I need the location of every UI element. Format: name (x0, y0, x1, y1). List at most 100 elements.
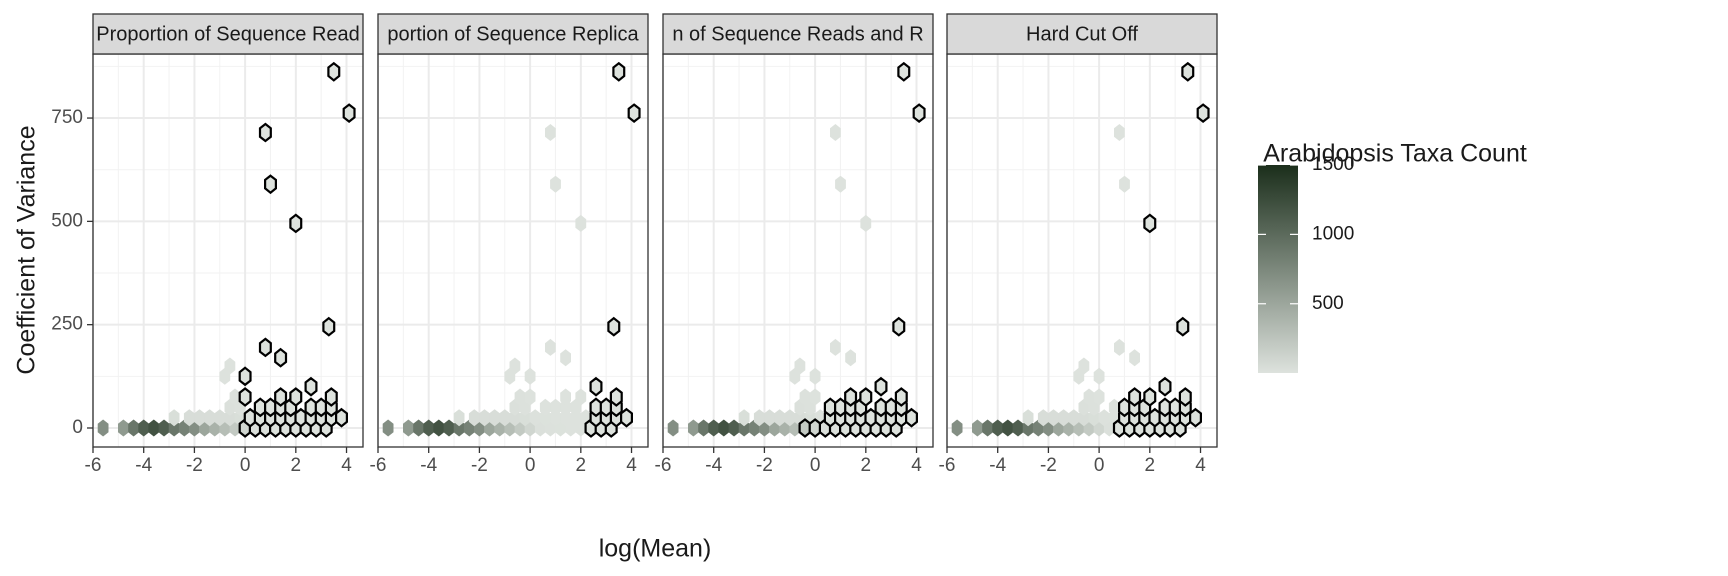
hex-bin (982, 419, 993, 437)
hex-bin (1181, 61, 1195, 82)
hex-bin (575, 214, 587, 232)
hex-bin (1078, 357, 1090, 375)
strip (377, 13, 649, 55)
strip (662, 13, 934, 55)
hex-bin (609, 387, 623, 407)
hex-bin (830, 124, 841, 141)
hex-bin (499, 409, 511, 427)
x-tick-label: -2 (756, 455, 773, 476)
hex-bin (214, 409, 226, 427)
facet-panel: portion of Sequence Replica -6 -4 -2 0 2 4 (370, 13, 649, 476)
hex-bin (830, 338, 841, 356)
hex-bin (514, 388, 526, 406)
hex-bin (168, 409, 180, 427)
hex-bin (612, 61, 626, 82)
y-tick-label: 250 (51, 314, 83, 335)
hex-bin (342, 103, 356, 124)
hex-bin (1143, 387, 1157, 407)
hex-bin (1048, 409, 1059, 427)
strip-title: n of Sequence Reads and R (672, 23, 923, 45)
hex-bin (753, 409, 765, 427)
hex-bin (1108, 398, 1120, 416)
hex-bin (1114, 338, 1125, 356)
hex-bin (550, 175, 561, 193)
y-axis-title: Coefficient of Variance (13, 125, 41, 374)
hex-layer (951, 61, 1210, 438)
hex-bin (238, 387, 252, 407)
hex-bin (539, 398, 551, 416)
x-tick-label: 2 (576, 455, 587, 476)
hex-bin (951, 419, 963, 437)
hex-bin (97, 419, 109, 437)
hex-bin (560, 388, 571, 406)
hex-bin (529, 409, 541, 427)
hex-bin (874, 376, 888, 397)
hex-bin (1058, 409, 1069, 427)
hex-bin (289, 387, 303, 407)
hex-bin (897, 61, 911, 82)
hex-bin (453, 409, 465, 427)
hex-bin (1002, 419, 1014, 437)
facet-panel: Proportion of Sequence Read -6 -4 -2 0 2 4 0 250… (51, 13, 364, 476)
facet-panel: n of Sequence Reads and R -6 -4 -2 0 2 4 (655, 13, 934, 476)
hex-bin (258, 122, 272, 143)
hex-bin (1083, 388, 1095, 406)
hex-bin (764, 409, 775, 427)
hex-bin (118, 419, 129, 437)
x-tick-label: 0 (1094, 455, 1105, 476)
x-tick-label: 0 (525, 455, 536, 476)
panel-background (663, 54, 933, 447)
hex-bin (844, 387, 858, 407)
hex-bin (560, 349, 571, 367)
hex-bin (423, 419, 435, 437)
hex-bin (264, 174, 277, 195)
hex-bin (204, 409, 215, 427)
hex-bin (1119, 175, 1130, 193)
hex-bin (1068, 409, 1080, 427)
hex-bin (1129, 349, 1140, 367)
x-tick-label: -6 (370, 455, 387, 476)
hex-bin (688, 419, 699, 437)
hex-layer (667, 61, 926, 438)
y-tick-label: 750 (51, 107, 83, 128)
hex-bin (403, 419, 414, 437)
hex-bin (489, 409, 500, 427)
hex-layer (382, 61, 641, 438)
hex-bin (667, 419, 679, 437)
hex-bin (892, 316, 906, 337)
strip-title: portion of Sequence Replica (387, 23, 639, 45)
hex-bin (550, 398, 561, 416)
hex-bin (322, 316, 336, 337)
hex-bin (1037, 409, 1049, 427)
hex-bin (809, 367, 821, 385)
hex-bin (274, 347, 288, 368)
hex-bin (738, 409, 750, 427)
x-tick-label: -4 (135, 455, 152, 476)
hex-bin (607, 316, 621, 337)
colorbar (1258, 165, 1298, 373)
hex-bin (972, 419, 983, 437)
hex-bin (479, 409, 490, 427)
hex-bin (708, 419, 720, 437)
hex-bin (845, 349, 856, 367)
hex-bin (468, 409, 480, 427)
colorbar-label: 500 (1312, 293, 1344, 314)
hex-bin (589, 376, 603, 397)
hex-bin (809, 388, 821, 406)
hex-bin (1143, 213, 1157, 234)
x-axis-title: log(Mean) (599, 535, 712, 563)
x-tick-label: 0 (810, 455, 821, 476)
x-tick-label: 2 (861, 455, 872, 476)
hex-bin (718, 419, 730, 437)
x-tick-label: -6 (85, 455, 102, 476)
hex-bin (859, 387, 873, 407)
hex-bin (289, 213, 303, 234)
hex-bin (912, 103, 926, 124)
hex-bin (1093, 388, 1105, 406)
hex-bin (524, 367, 536, 385)
x-tick-label: 4 (341, 455, 352, 476)
hex-bin (1176, 316, 1190, 337)
y-tick-label: 500 (51, 210, 83, 231)
hex-bin (274, 387, 288, 407)
